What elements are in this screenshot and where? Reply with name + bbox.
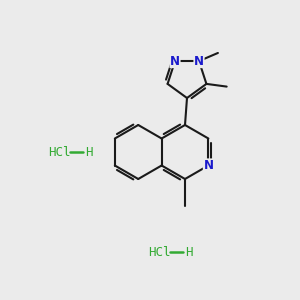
Text: HCl: HCl [48, 146, 70, 158]
Text: H: H [85, 146, 92, 158]
Text: N: N [194, 55, 204, 68]
Text: H: H [185, 245, 193, 259]
Text: N: N [170, 55, 180, 68]
Text: HCl: HCl [148, 245, 170, 259]
Text: N: N [203, 159, 213, 172]
